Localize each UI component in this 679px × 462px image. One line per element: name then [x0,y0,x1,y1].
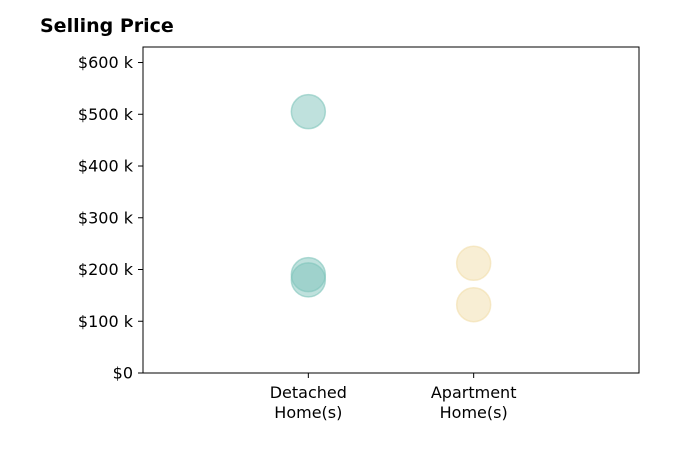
data-point [290,262,327,298]
x-tick-label: Apartment Home(s) [431,383,517,422]
y-axis: $0 $100 k $200 k $300 k $400 k $500 k $600 k [78,53,143,383]
data-point [455,286,492,323]
x-axis: Detached Home(s) Apartment Home(s) [270,373,517,422]
y-tick-label: $100 k [78,312,134,331]
plot-frame [142,46,640,374]
y-tick-label: $500 k [78,105,134,124]
data-point [290,93,327,130]
y-tick-label: $600 k [78,53,134,72]
x-tick-label: Detached Home(s) [270,383,347,422]
y-tick-label: $200 k [78,260,134,279]
chart-title: Selling Price [40,15,174,37]
points-layer [290,93,492,323]
y-tick-label: $400 k [78,157,134,176]
y-tick-label: $0 [113,364,133,383]
data-point [455,245,492,282]
y-tick-label: $300 k [78,208,134,227]
